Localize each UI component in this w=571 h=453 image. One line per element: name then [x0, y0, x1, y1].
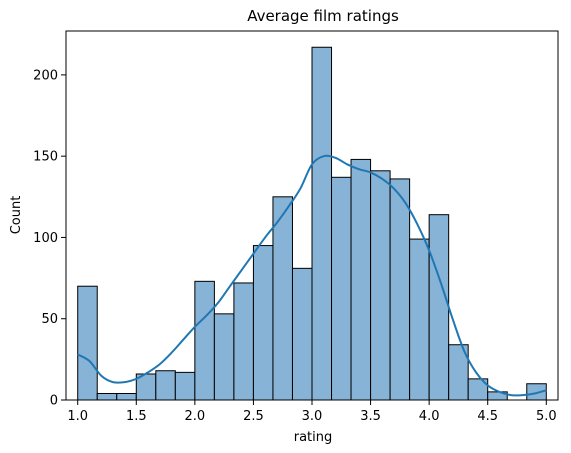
- x-tick-label-6: 4.0: [419, 409, 440, 424]
- x-tick-label-2: 2.0: [185, 409, 206, 424]
- y-tick-label-2: 100: [33, 231, 58, 246]
- histogram-bar-7: [213, 313, 235, 401]
- bars-layer: [77, 46, 547, 401]
- kde-line: [77, 154, 547, 397]
- y-tick-label-3: 150: [33, 150, 58, 165]
- y-tick-label-4: 200: [33, 68, 58, 83]
- chart-title: Average film ratings: [247, 7, 399, 25]
- histogram-bar-6: [194, 280, 215, 401]
- histogram-bar-15: [370, 170, 391, 401]
- x-tick-label-4: 3.0: [302, 409, 323, 424]
- x-tick-label-0: 1.0: [67, 409, 88, 424]
- histogram-bar-4: [155, 370, 176, 401]
- x-tick-label-3: 2.5: [243, 409, 264, 424]
- histogram-bar-12: [311, 46, 333, 401]
- y-tick-label-1: 50: [41, 312, 58, 327]
- histogram-bar-0: [77, 285, 98, 401]
- y-tick-label-0: 0: [50, 394, 58, 409]
- x-tick-label-1: 1.5: [126, 409, 147, 424]
- x-tick-label-8: 5.0: [536, 409, 557, 424]
- histogram-bar-1: [96, 392, 118, 401]
- histogram-bar-18: [428, 214, 450, 401]
- histogram-bar-8: [233, 282, 254, 401]
- histogram-bar-17: [409, 238, 430, 401]
- histogram-bar-9: [252, 245, 274, 401]
- x-axis-ticks: 1.0 1.5 2.0 2.5 3.0 3.5 4.0 4.5 5.0: [67, 400, 557, 424]
- histogram-bar-5: [174, 371, 196, 401]
- x-tick-label-7: 4.5: [477, 409, 498, 424]
- histogram-bar-14: [350, 158, 372, 401]
- histogram-bar-11: [291, 267, 313, 401]
- x-axis-title: rating: [294, 430, 333, 445]
- histogram-bar-10: [272, 196, 293, 401]
- y-axis-ticks: 0 50 100 150 200: [33, 68, 66, 409]
- y-axis-title: Count: [9, 196, 24, 235]
- histogram-bar-16: [389, 178, 411, 401]
- histogram-bar-13: [331, 176, 352, 401]
- histogram-bar-2: [116, 392, 137, 401]
- x-tick-label-5: 3.5: [360, 409, 381, 424]
